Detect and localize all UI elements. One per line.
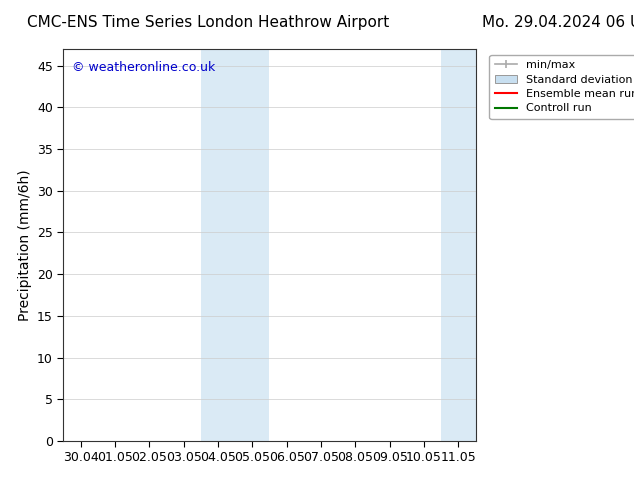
Y-axis label: Precipitation (mm/6h): Precipitation (mm/6h) — [18, 169, 32, 321]
Legend: min/max, Standard deviation, Ensemble mean run, Controll run: min/max, Standard deviation, Ensemble me… — [489, 54, 634, 119]
Text: © weatheronline.co.uk: © weatheronline.co.uk — [72, 61, 215, 74]
Text: Mo. 29.04.2024 06 UTC: Mo. 29.04.2024 06 UTC — [482, 15, 634, 30]
Bar — [441, 49, 476, 441]
Bar — [235, 49, 269, 441]
Bar — [201, 49, 235, 441]
Text: CMC-ENS Time Series London Heathrow Airport: CMC-ENS Time Series London Heathrow Airp… — [27, 15, 389, 30]
